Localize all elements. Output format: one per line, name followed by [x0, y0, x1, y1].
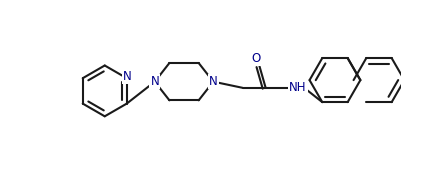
Text: NH: NH	[289, 81, 307, 94]
Text: N: N	[150, 75, 159, 88]
Text: N: N	[123, 70, 132, 83]
Text: N: N	[209, 75, 218, 88]
Text: O: O	[252, 52, 261, 65]
